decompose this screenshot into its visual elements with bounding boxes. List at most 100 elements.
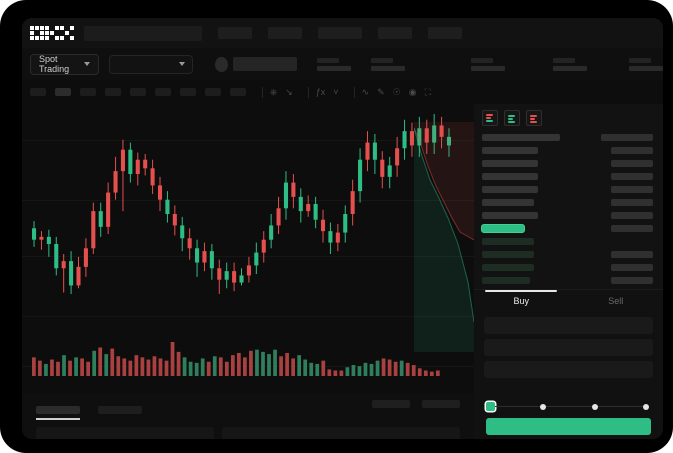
order-book-size <box>601 134 653 141</box>
order-book-row[interactable] <box>474 263 663 272</box>
order-total-field[interactable] <box>484 361 653 378</box>
order-book-row[interactable] <box>474 172 663 181</box>
spot-trading-button[interactable]: Spot Trading <box>30 53 100 75</box>
order-book-row[interactable] <box>474 146 663 155</box>
chevron-down-icon <box>84 62 91 66</box>
order-price-field[interactable] <box>484 317 653 334</box>
order-book-size <box>611 186 653 193</box>
market-stat-1 <box>317 57 351 71</box>
timeframe-button-6[interactable] <box>155 88 171 96</box>
candlestick-icon[interactable]: ⎈ <box>270 86 278 97</box>
order-book-mode-group <box>474 104 663 126</box>
chart-gridline <box>22 200 474 201</box>
orders-panel-right[interactable] <box>222 427 460 439</box>
order-book-size <box>611 225 653 232</box>
market-stat-3 <box>471 57 505 71</box>
nav-item-2[interactable] <box>268 27 302 39</box>
order-book-row[interactable] <box>474 133 663 142</box>
tab-open-orders[interactable] <box>36 406 80 420</box>
spot-trading-label: Spot Trading <box>39 54 70 74</box>
chart-gridline <box>22 366 474 367</box>
chart-toolbar: ⎈ ↘ ƒx ˅ ∿ ✎ ☉ ◉ ⛶ <box>22 80 663 104</box>
orderbook-asks-icon[interactable] <box>526 110 542 126</box>
orders-action-1[interactable] <box>372 400 410 408</box>
search-input[interactable] <box>84 25 202 41</box>
order-book-price <box>482 251 534 258</box>
stat-value <box>471 65 505 71</box>
indicators-icon[interactable]: ƒx <box>315 86 326 97</box>
market-subbar: Spot Trading <box>22 48 663 80</box>
tab-order-history[interactable] <box>98 406 142 414</box>
order-book-row[interactable] <box>474 211 663 220</box>
tab-sell[interactable]: Sell <box>608 296 624 306</box>
timeframe-button-2[interactable] <box>55 88 71 96</box>
amount-slider[interactable] <box>474 394 663 411</box>
slider-track[interactable] <box>546 406 592 407</box>
order-book-row[interactable] <box>474 237 663 246</box>
orders-content <box>22 420 474 439</box>
order-book-row[interactable] <box>474 185 663 194</box>
order-amount-field[interactable] <box>484 339 653 356</box>
slider-track[interactable] <box>597 406 643 407</box>
order-book-size <box>611 173 653 180</box>
order-book-row[interactable] <box>474 159 663 168</box>
order-book-row[interactable] <box>474 250 663 259</box>
line-chart-icon[interactable]: ↘ <box>285 86 293 97</box>
orders-action-2[interactable] <box>422 400 460 408</box>
nav-item-3[interactable] <box>318 27 362 39</box>
order-book-row[interactable] <box>474 224 663 233</box>
slider-node-3[interactable] <box>591 403 598 410</box>
timeframe-button-3[interactable] <box>80 88 96 96</box>
order-book-row[interactable] <box>474 198 663 207</box>
chart-gridline <box>22 256 474 257</box>
orderbook-bids-icon[interactable] <box>504 110 520 126</box>
pair-avatar <box>215 56 228 72</box>
market-stat-2 <box>371 57 405 71</box>
timeframe-button-1[interactable] <box>30 88 46 96</box>
order-book-price <box>482 147 538 154</box>
toolbar-divider <box>262 86 263 98</box>
order-book-size <box>611 160 653 167</box>
timeframe-button-5[interactable] <box>130 88 146 96</box>
stat-label <box>471 57 493 63</box>
slider-track[interactable] <box>495 406 541 407</box>
tab-buy[interactable]: Buy <box>474 290 569 312</box>
order-book-row[interactable] <box>474 276 663 285</box>
draw-pencil-icon[interactable]: ✎ <box>377 86 385 97</box>
submit-order-button[interactable] <box>486 418 651 435</box>
orders-panel-left[interactable] <box>36 427 214 439</box>
order-book-rows[interactable] <box>474 133 663 285</box>
okx-logo-icon[interactable] <box>30 26 74 40</box>
nav-item-5[interactable] <box>428 27 462 39</box>
orders-actions <box>372 400 460 408</box>
market-stat-4 <box>553 57 587 71</box>
settings-gear-icon[interactable]: ◉ <box>408 86 417 97</box>
stat-label <box>371 57 393 63</box>
stat-label <box>317 57 339 63</box>
orders-tabs <box>22 394 474 420</box>
order-book-price <box>482 173 538 180</box>
slider-node-2[interactable] <box>540 403 547 410</box>
timeframe-button-8[interactable] <box>205 88 221 96</box>
timeframe-button-9[interactable] <box>230 88 246 96</box>
timeframe-button-7[interactable] <box>180 88 196 96</box>
fullscreen-icon[interactable]: ⛶ <box>424 86 431 97</box>
orderbook-both-icon[interactable] <box>482 110 498 126</box>
slider-node-4[interactable] <box>642 403 649 410</box>
camera-icon[interactable]: ☉ <box>392 86 401 97</box>
timeframe-button-4[interactable] <box>105 88 121 96</box>
price-chart[interactable] <box>22 104 474 394</box>
trading-pair-selector[interactable] <box>109 54 194 74</box>
chevron-down-icon[interactable]: ˅ <box>333 86 339 97</box>
stat-value <box>553 65 587 71</box>
order-book-price <box>482 199 534 206</box>
nav-item-1[interactable] <box>218 27 252 39</box>
order-book-size <box>611 199 653 206</box>
order-submit-panel <box>474 394 663 439</box>
volume-series <box>32 342 440 376</box>
wave-icon[interactable]: ∿ <box>361 86 370 97</box>
chart-gridline <box>22 140 474 141</box>
nav-item-4[interactable] <box>378 27 412 39</box>
slider-node-1[interactable] <box>486 402 495 411</box>
